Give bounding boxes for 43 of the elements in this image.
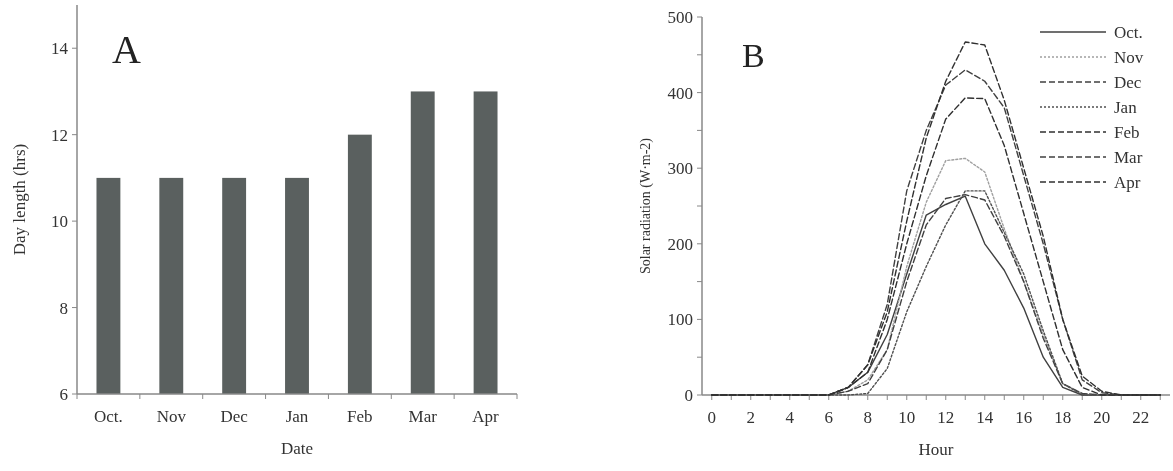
x-tick-label: 0: [707, 408, 716, 427]
y-tick-label: 12: [51, 125, 68, 145]
text: A: [112, 27, 141, 72]
y-tick-label: 0: [684, 385, 693, 405]
x-tick-label: Mar: [408, 407, 438, 426]
x-tick-label: 4: [785, 408, 795, 427]
x-axis-title: Hour: [918, 440, 954, 459]
y-tick-label: 10: [51, 212, 68, 232]
x-tick-label: 8: [863, 408, 872, 427]
x-tick-label: Oct.: [94, 407, 123, 426]
x-tick-label: Dec: [220, 407, 249, 426]
y-tick-label: 500: [667, 7, 693, 27]
x-tick-label: 22: [1132, 408, 1150, 427]
x-tick-label: Jan: [285, 407, 309, 426]
x-tick-label: Feb: [347, 407, 373, 426]
x-tick-label: 6: [824, 408, 833, 427]
legend-label: Feb: [1114, 122, 1140, 142]
x-tick-label: Apr: [472, 407, 500, 426]
legend-label: Oct.: [1114, 22, 1143, 42]
y-tick-label: 6: [59, 384, 68, 404]
x-tick-label: 18: [1054, 408, 1072, 427]
y-tick-label: 100: [667, 310, 693, 330]
x-tick-label: 10: [898, 408, 916, 427]
x-axis-title: Date: [280, 439, 314, 458]
x-tick-label: 14: [976, 408, 994, 427]
legend-label: Apr: [1114, 172, 1141, 192]
legend-label: Dec: [1114, 72, 1142, 92]
legend-label: Mar: [1114, 147, 1143, 167]
y-axis-title: Day length (hrs): [10, 143, 29, 256]
legend-label: Nov: [1114, 47, 1144, 67]
x-tick-label: 12: [937, 408, 955, 427]
x-tick-label: 16: [1015, 408, 1033, 427]
text: B: [742, 37, 765, 74]
y-tick-label: 400: [667, 83, 693, 103]
x-tick-label: 2: [746, 408, 755, 427]
y-tick-label: 200: [667, 234, 693, 254]
x-tick-label: 20: [1093, 408, 1111, 427]
legend-label: Jan: [1114, 97, 1138, 117]
y-tick-label: 300: [667, 159, 693, 179]
y-axis-title: Solar radiation (W·m-2): [638, 137, 654, 275]
x-tick-label: Nov: [156, 407, 187, 426]
y-tick-label: 8: [59, 298, 68, 318]
y-tick-label: 14: [51, 39, 69, 59]
